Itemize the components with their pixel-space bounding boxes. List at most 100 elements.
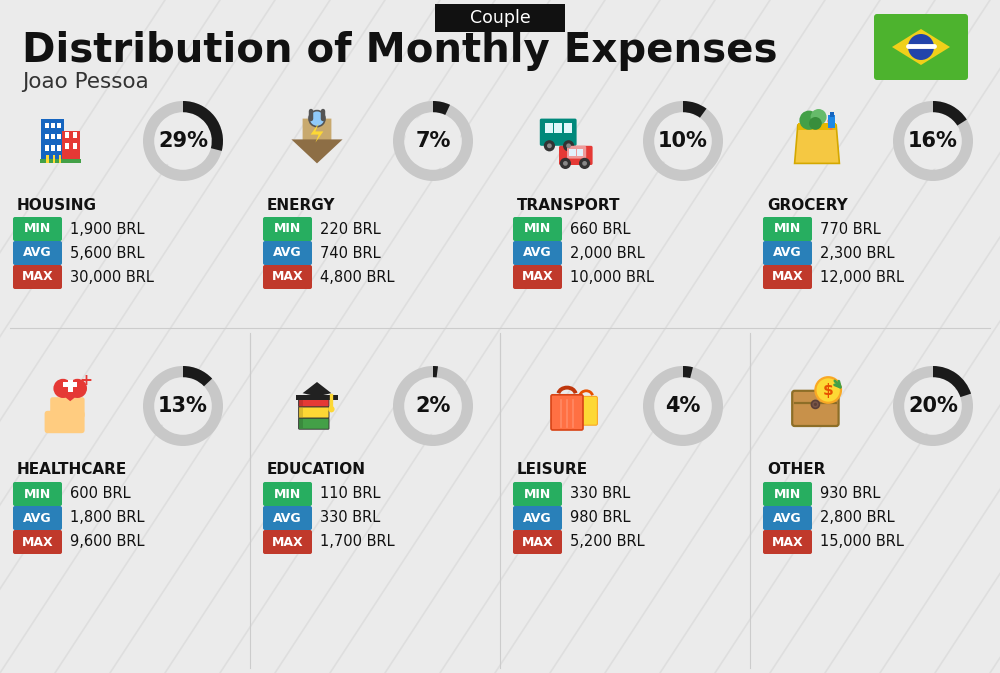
Bar [828, 115, 835, 128]
Text: MAX: MAX [22, 536, 53, 548]
Text: EDUCATION: EDUCATION [267, 462, 366, 478]
FancyBboxPatch shape [513, 217, 562, 241]
Bar [73, 132, 77, 138]
FancyBboxPatch shape [263, 241, 312, 265]
Circle shape [563, 161, 568, 166]
Wedge shape [893, 101, 973, 181]
FancyBboxPatch shape [263, 506, 312, 530]
FancyBboxPatch shape [763, 217, 812, 241]
Text: 13%: 13% [158, 396, 208, 416]
Text: 12,000 BRL: 12,000 BRL [820, 269, 904, 285]
Text: 5,200 BRL: 5,200 BRL [570, 534, 645, 549]
Bar [830, 112, 834, 117]
FancyBboxPatch shape [435, 4, 565, 32]
Bar [577, 149, 583, 156]
Circle shape [155, 113, 211, 169]
Bar [299, 419, 303, 429]
Circle shape [582, 161, 587, 166]
Text: MAX: MAX [772, 536, 803, 548]
Wedge shape [433, 366, 438, 378]
Text: MIN: MIN [774, 223, 801, 236]
Bar [45, 134, 49, 139]
FancyBboxPatch shape [263, 530, 312, 554]
Circle shape [547, 143, 552, 148]
Text: 1,700 BRL: 1,700 BRL [320, 534, 395, 549]
Text: 740 BRL: 740 BRL [320, 246, 381, 260]
Text: MIN: MIN [274, 487, 301, 501]
Text: MIN: MIN [24, 487, 51, 501]
Text: MAX: MAX [522, 536, 553, 548]
Bar [569, 149, 576, 156]
FancyBboxPatch shape [299, 396, 329, 406]
Circle shape [655, 378, 711, 434]
Bar [51, 122, 55, 128]
Bar [299, 396, 303, 406]
Bar [798, 123, 836, 130]
Text: 980 BRL: 980 BRL [570, 511, 631, 526]
Text: HOUSING: HOUSING [17, 197, 97, 213]
Text: Distribution of Monthly Expenses: Distribution of Monthly Expenses [22, 31, 778, 71]
Text: TRANSPORT: TRANSPORT [517, 197, 620, 213]
FancyBboxPatch shape [299, 406, 329, 418]
Polygon shape [795, 125, 839, 164]
Text: 4,800 BRL: 4,800 BRL [320, 269, 394, 285]
Wedge shape [933, 366, 971, 397]
Text: 1,800 BRL: 1,800 BRL [70, 511, 144, 526]
Text: 10%: 10% [658, 131, 708, 151]
FancyBboxPatch shape [513, 482, 562, 506]
Circle shape [566, 143, 571, 148]
Text: AVG: AVG [273, 246, 302, 260]
Text: 330 BRL: 330 BRL [570, 487, 630, 501]
Circle shape [328, 406, 335, 413]
Bar [51, 134, 55, 139]
Circle shape [811, 400, 819, 409]
Bar [65, 132, 69, 138]
Circle shape [309, 110, 325, 127]
Text: MIN: MIN [524, 487, 551, 501]
Bar [62, 131, 80, 164]
Polygon shape [291, 139, 343, 164]
Circle shape [905, 113, 961, 169]
Text: GROCERY: GROCERY [767, 197, 848, 213]
Wedge shape [393, 366, 473, 446]
FancyBboxPatch shape [263, 265, 312, 289]
Text: MAX: MAX [522, 271, 553, 283]
Bar [59, 155, 61, 163]
Bar [65, 143, 69, 149]
Text: 1,900 BRL: 1,900 BRL [70, 221, 144, 236]
Wedge shape [643, 101, 723, 181]
Polygon shape [295, 118, 339, 157]
Bar [57, 134, 61, 139]
FancyBboxPatch shape [45, 411, 85, 433]
Text: 2,000 BRL: 2,000 BRL [570, 246, 645, 260]
Text: Couple: Couple [470, 9, 530, 27]
Wedge shape [143, 101, 223, 181]
Wedge shape [183, 366, 212, 386]
FancyBboxPatch shape [13, 482, 62, 506]
Wedge shape [143, 366, 223, 446]
Circle shape [560, 157, 571, 169]
Text: 2%: 2% [415, 396, 451, 416]
Text: 10,000 BRL: 10,000 BRL [570, 269, 654, 285]
Text: HEALTHCARE: HEALTHCARE [17, 462, 127, 478]
Circle shape [544, 140, 555, 151]
Wedge shape [683, 101, 707, 118]
Circle shape [405, 113, 461, 169]
Text: 30,000 BRL: 30,000 BRL [70, 269, 154, 285]
Text: ENERGY: ENERGY [267, 197, 336, 213]
Bar [57, 145, 61, 151]
FancyBboxPatch shape [763, 265, 812, 289]
Bar [299, 408, 303, 417]
FancyBboxPatch shape [66, 397, 77, 418]
FancyBboxPatch shape [513, 265, 562, 289]
Text: AVG: AVG [23, 246, 52, 260]
Wedge shape [933, 101, 967, 126]
Bar [57, 122, 61, 128]
Circle shape [405, 378, 461, 434]
Bar [45, 145, 49, 151]
FancyBboxPatch shape [13, 530, 62, 554]
Wedge shape [393, 101, 473, 181]
Bar [46, 155, 49, 163]
Text: $: $ [823, 382, 834, 398]
Circle shape [814, 403, 817, 406]
